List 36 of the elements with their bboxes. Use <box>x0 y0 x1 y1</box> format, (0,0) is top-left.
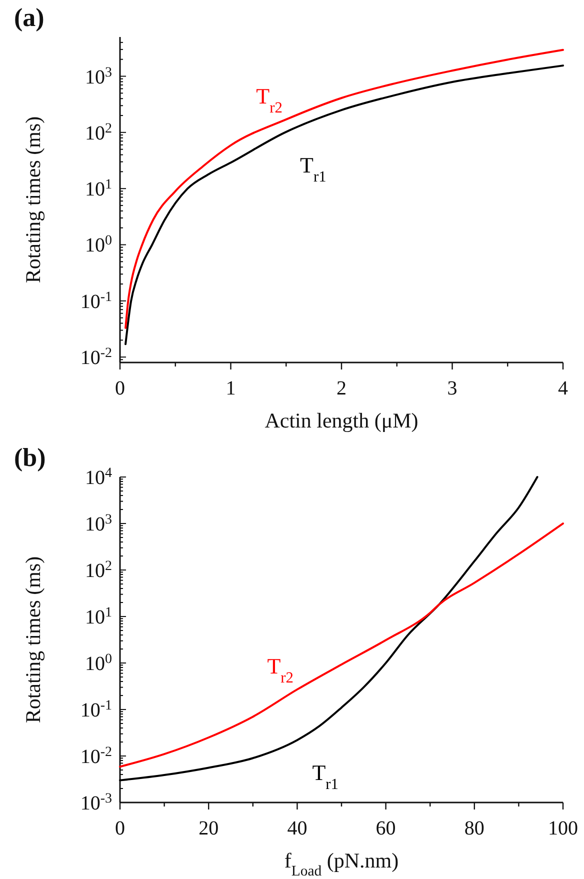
x-tick-label: 4 <box>558 378 568 400</box>
y-tick-label: 10$^{3}$ <box>85 512 112 535</box>
y-tick-label: 10$^{-3}$ <box>80 790 112 814</box>
x-tick-label: 0 <box>115 817 125 839</box>
series-label: T$_{r1}$ <box>300 152 326 185</box>
series-label: T$_{r2}$ <box>256 83 282 116</box>
y-tick-label: 10$^{-2}$ <box>80 346 112 370</box>
y-tick-label: 10$^{2}$ <box>85 120 112 144</box>
x-axis-title: f$_{Load}$ (pN.nm) <box>284 848 399 879</box>
y-tick-label: 10$^{-2}$ <box>80 744 112 768</box>
x-tick-label: 2 <box>336 378 346 400</box>
x-tick-label: 20 <box>198 817 219 839</box>
y-tick-label: 10$^{-1}$ <box>80 289 112 313</box>
x-tick-label: 100 <box>548 817 578 839</box>
y-tick-label: 10$^{1}$ <box>85 177 112 201</box>
x-tick-label: 80 <box>464 817 484 839</box>
series-label: T$_{r1}$ <box>312 760 338 792</box>
y-axis-title: Rotating times (ms) <box>21 116 45 284</box>
line-series <box>119 522 564 768</box>
y-tick-label: 10$^{-1}$ <box>80 698 112 721</box>
x-tick-label: 3 <box>447 378 458 400</box>
y-tick-label: 10$^{0}$ <box>85 233 112 257</box>
chart-title: (a) <box>14 3 44 32</box>
y-tick-label: 10$^{1}$ <box>85 604 112 628</box>
x-tick-label: 60 <box>376 817 396 839</box>
chart-title: (b) <box>14 442 46 472</box>
y-tick-label: 10$^{0}$ <box>85 651 112 674</box>
x-tick-label: 0 <box>115 378 125 400</box>
y-axis-title: Rotating times (ms) <box>21 556 45 723</box>
y-tick-label: 10$^{3}$ <box>85 64 112 88</box>
x-tick-label: 40 <box>287 817 308 839</box>
y-tick-label: 10$^{4}$ <box>85 465 112 488</box>
series-label: T$_{r2}$ <box>267 652 294 686</box>
x-tick-label: 1 <box>226 378 236 400</box>
y-tick-label: 10$^{2}$ <box>85 558 112 582</box>
x-axis-title: Actin length (μM) <box>264 408 418 432</box>
